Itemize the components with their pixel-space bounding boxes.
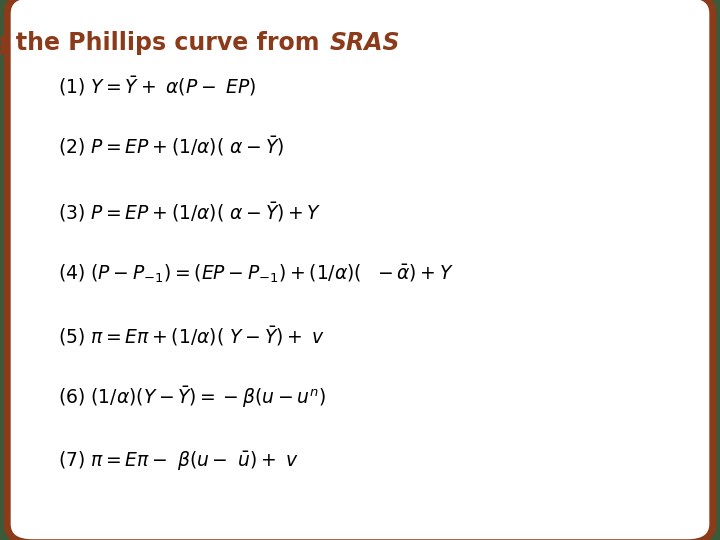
Text: (4) $(P - P_{-1})=(EP - P_{-1})+(1/\alpha)(\ \ -\bar{\alpha})+Y$: (4) $(P - P_{-1})=(EP - P_{-1})+(1/\alph…	[58, 263, 454, 286]
Text: SRAS: SRAS	[330, 31, 400, 55]
Text: (2) $P = EP + (1/\alpha)(\ \alpha- \bar{Y})$: (2) $P = EP + (1/\alpha)(\ \alpha- \bar{…	[58, 134, 284, 158]
Text: (7) $\pi = E\pi -\ \beta( u-\ \bar{u})+\ v$: (7) $\pi = E\pi -\ \beta( u-\ \bar{u})+\…	[58, 449, 299, 471]
FancyBboxPatch shape	[7, 0, 713, 540]
Text: (3) $P = EP + (1/\alpha)(\ \alpha- \bar{Y})+Y$: (3) $P = EP + (1/\alpha)(\ \alpha- \bar{…	[58, 200, 321, 224]
Text: (6) $(1/\alpha)(Y - \bar{Y}) = -\beta(u - u^n)$: (6) $(1/\alpha)(Y - \bar{Y}) = -\beta(u …	[58, 384, 325, 410]
Text: Deriving the Phillips curve from: Deriving the Phillips curve from	[0, 31, 328, 55]
Text: (1) $Y = \bar{Y} +\ \alpha( P -\ EP)$: (1) $Y = \bar{Y} +\ \alpha( P -\ EP)$	[58, 75, 256, 98]
Text: (5) $\pi = E\pi + (1/\alpha)(\ Y- \bar{Y})+\ v$: (5) $\pi = E\pi + (1/\alpha)(\ Y- \bar{Y…	[58, 324, 325, 348]
